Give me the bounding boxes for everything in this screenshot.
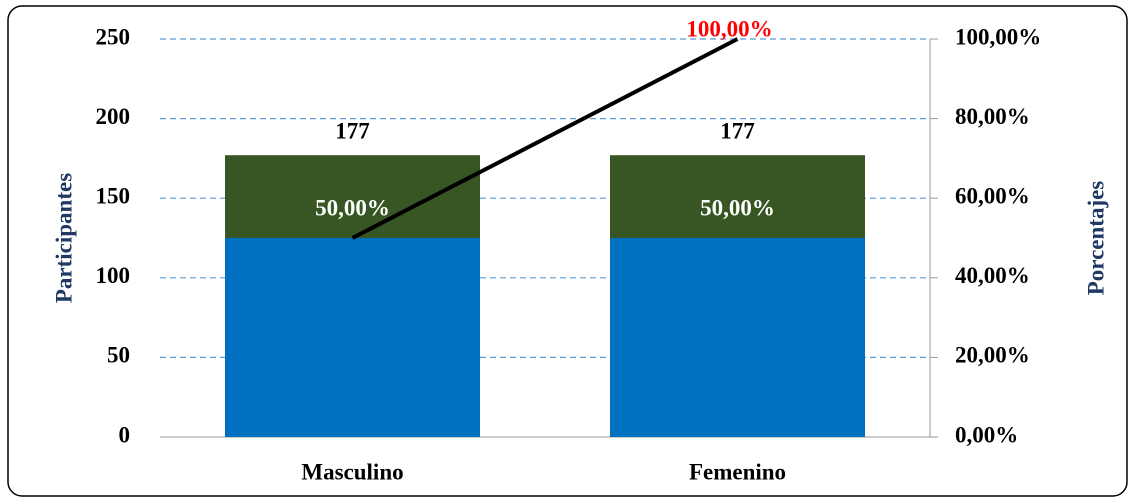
y-tick-label: 100 xyxy=(96,263,131,288)
y-axis-label: Participantes xyxy=(51,173,76,303)
x-tick-label: Femenino xyxy=(689,459,786,484)
y2-tick-label: 60,00% xyxy=(955,183,1030,208)
y2-axis-label: Porcentajes xyxy=(1083,181,1108,296)
bar xyxy=(610,238,865,437)
y-tick-label: 150 xyxy=(96,183,131,208)
y2-tick-label: 20,00% xyxy=(955,343,1030,368)
data-label: 177 xyxy=(335,118,370,143)
bar xyxy=(225,238,480,437)
data-label: 177 xyxy=(720,118,755,143)
x-tick-label: Masculino xyxy=(301,459,403,484)
y2-tick-label: 80,00% xyxy=(955,104,1030,129)
y2-tick-label: 40,00% xyxy=(955,263,1030,288)
y-tick-label: 50 xyxy=(107,343,130,368)
data-label: 100,00% xyxy=(686,16,772,41)
data-label: 50,00% xyxy=(315,195,390,220)
line xyxy=(351,37,739,240)
y-tick-label: 0 xyxy=(119,422,131,447)
y-tick-label: 250 xyxy=(96,24,131,49)
y2-tick-label: 0,00% xyxy=(955,422,1018,447)
y-tick-label: 200 xyxy=(96,104,131,129)
y2-tick-label: 100,00% xyxy=(955,24,1041,49)
data-label: 50,00% xyxy=(700,195,775,220)
